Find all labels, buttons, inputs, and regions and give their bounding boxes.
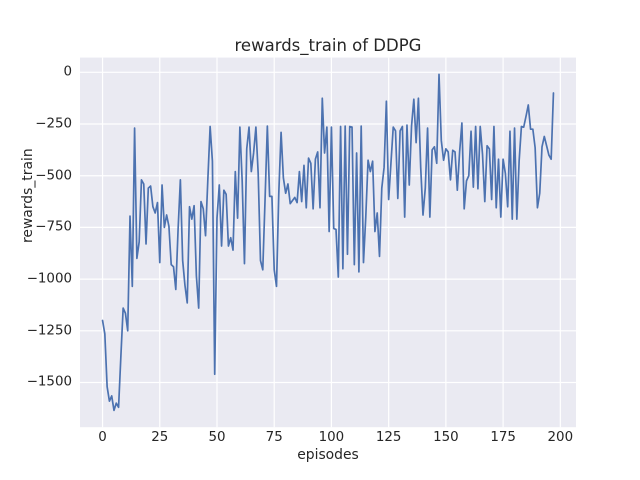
x-tick-label: 150 [433, 430, 459, 445]
x-tick-label: 50 [208, 430, 226, 445]
x-tick-label: 175 [490, 430, 516, 445]
x-tick-label: 25 [151, 430, 169, 445]
reward-line-series [101, 73, 555, 412]
x-tick-label: 200 [547, 430, 574, 445]
y-tick-label: −1500 [26, 374, 72, 390]
x-tick-label: 0 [98, 430, 107, 445]
x-tick-label: 100 [318, 430, 345, 445]
y-tick-label: −250 [35, 116, 72, 132]
y-tick-label: −750 [35, 219, 72, 235]
x-axis-label: episodes [297, 447, 359, 463]
x-tick-label: 75 [265, 430, 283, 445]
y-tick-label: −500 [35, 168, 72, 184]
y-tick-label: 0 [63, 64, 72, 80]
y-tick-label: −1000 [26, 271, 72, 287]
plot-area [80, 57, 576, 428]
x-tick-label: 125 [375, 430, 402, 445]
chart-title: rewards_train of DDPG [234, 36, 422, 55]
y-tick-label: −1250 [26, 323, 72, 339]
